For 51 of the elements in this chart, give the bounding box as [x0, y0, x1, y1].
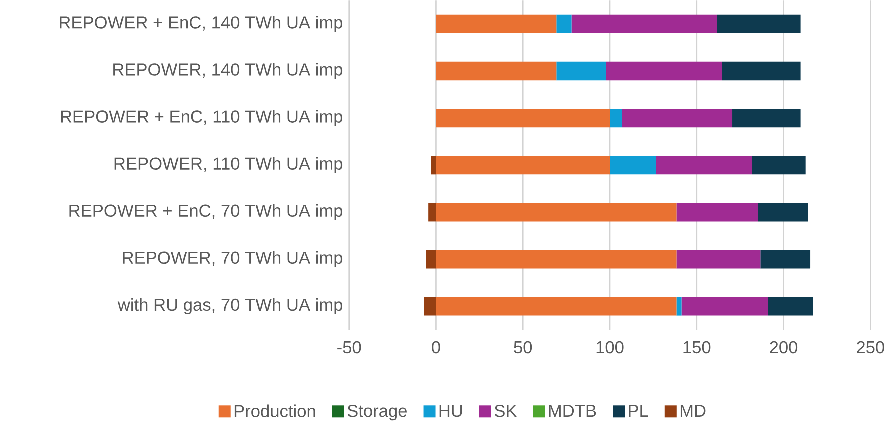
y-tick-label: REPOWER + EnC, 140 TWh UA imp: [60, 16, 343, 32]
bar: [758, 203, 808, 222]
bar: [431, 156, 436, 175]
bar: [717, 14, 801, 34]
bar: [436, 62, 557, 81]
legend-label: HU: [440, 405, 462, 418]
bar: [556, 14, 572, 34]
x-tick-label: -50: [338, 341, 362, 354]
y-tick-label: REPOWER + EnC, 110 TWh UA imp: [61, 110, 343, 126]
bar: [436, 203, 677, 222]
bar: [676, 203, 758, 222]
y-tick-label: REPOWER + EnC, 70 TWh UA imp: [70, 204, 343, 220]
bar: [760, 250, 811, 269]
legend-label: MD: [680, 405, 706, 417]
bar: [676, 250, 761, 269]
legend-label: Storage: [348, 404, 407, 421]
bar: [676, 297, 682, 316]
x-tick-label: 100: [596, 341, 624, 354]
bar: [556, 62, 606, 81]
bar: [436, 108, 610, 128]
legend-label: SK: [494, 404, 518, 418]
x-tick-label: 50: [514, 341, 532, 354]
bar: [656, 156, 752, 175]
x-tick-label: 250: [857, 341, 884, 354]
x-tick-label: 200: [770, 341, 798, 354]
bar: [436, 297, 677, 316]
bar: [426, 250, 436, 269]
x-tick-label: 150: [684, 341, 711, 354]
legend-label: MDTB: [549, 405, 596, 417]
bar: [752, 156, 806, 175]
bar: [610, 156, 656, 175]
bar: [722, 62, 801, 81]
y-tick-label: with RU gas, 70 TWh UA imp: [118, 298, 343, 315]
bar: [732, 108, 801, 128]
bar: [424, 297, 436, 316]
y-tick-label: REPOWER, 140 TWh UA imp: [114, 63, 343, 80]
bar: [606, 62, 722, 81]
bar: [428, 203, 436, 222]
bar: [436, 14, 557, 34]
x-tick-label: 0: [432, 341, 440, 354]
bar: [682, 297, 768, 316]
legend-label: PL: [629, 405, 648, 417]
bar: [436, 156, 610, 175]
bar: [622, 108, 733, 128]
bar: [610, 108, 622, 128]
bar: [768, 297, 814, 316]
legend-label: Production: [234, 404, 316, 418]
bar: [436, 250, 677, 269]
bar: [572, 14, 718, 34]
y-tick-label: REPOWER, 110 TWh UA imp: [114, 157, 343, 174]
y-tick-label: REPOWER, 70 TWh UA imp: [123, 251, 343, 268]
